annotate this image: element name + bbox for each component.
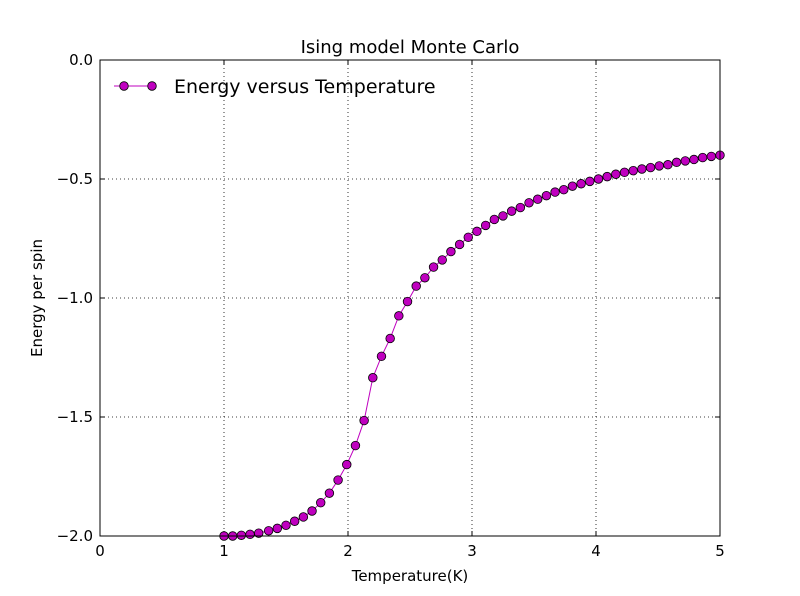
data-point bbox=[515, 202, 526, 213]
data-point bbox=[463, 232, 473, 243]
data-point bbox=[411, 281, 421, 291]
x-tick-label: 5 bbox=[715, 542, 725, 560]
legend-label: Energy versus Temperature bbox=[174, 76, 436, 98]
data-point bbox=[593, 174, 604, 184]
data-point bbox=[611, 169, 621, 179]
chart-title: Ising model Monte Carlo bbox=[301, 37, 520, 58]
data-point bbox=[359, 415, 369, 426]
data-point bbox=[541, 190, 552, 201]
data-point bbox=[236, 530, 247, 540]
data-point bbox=[498, 211, 508, 221]
data-point bbox=[289, 516, 300, 526]
y-tick-label: −1.0 bbox=[57, 289, 93, 307]
data-point bbox=[437, 255, 447, 265]
data-point bbox=[576, 179, 586, 189]
data-point bbox=[394, 311, 404, 321]
data-point bbox=[472, 226, 482, 237]
legend-marker bbox=[119, 81, 129, 91]
x-tick-label: 4 bbox=[591, 542, 601, 560]
data-point bbox=[316, 497, 326, 508]
legend: Energy versus Temperature bbox=[114, 76, 436, 98]
series-group bbox=[219, 150, 725, 541]
data-point bbox=[272, 523, 283, 534]
data-point bbox=[368, 373, 378, 383]
x-tick-label: 3 bbox=[467, 542, 477, 560]
data-point bbox=[385, 333, 395, 344]
data-point bbox=[524, 198, 534, 208]
data-point bbox=[689, 154, 699, 165]
data-point bbox=[645, 162, 656, 173]
data-point bbox=[333, 475, 343, 485]
y-tick-label: −1.5 bbox=[57, 408, 93, 426]
data-point bbox=[263, 526, 274, 536]
data-point bbox=[697, 152, 708, 163]
data-point bbox=[420, 273, 430, 283]
y-tick-label: −0.5 bbox=[57, 170, 93, 188]
x-axis-label: Temperature(K) bbox=[351, 567, 469, 585]
y-tick-label: 0.0 bbox=[69, 51, 93, 69]
data-point bbox=[671, 157, 682, 168]
data-point bbox=[376, 351, 387, 362]
data-point bbox=[567, 181, 578, 191]
data-point bbox=[307, 506, 317, 516]
y-tick-label: −2.0 bbox=[57, 527, 93, 545]
x-tick-label: 1 bbox=[219, 542, 229, 560]
data-point bbox=[402, 296, 413, 307]
data-point bbox=[324, 488, 335, 498]
data-point bbox=[298, 512, 309, 522]
data-point bbox=[550, 187, 560, 197]
data-point bbox=[637, 164, 647, 174]
data-point bbox=[480, 220, 491, 231]
legend-marker bbox=[147, 81, 157, 91]
data-point bbox=[342, 459, 352, 470]
data-point bbox=[533, 194, 543, 204]
data-point bbox=[706, 151, 717, 162]
data-point bbox=[454, 239, 465, 250]
data-point bbox=[628, 165, 638, 176]
x-tick-label: 0 bbox=[95, 542, 105, 560]
data-point bbox=[654, 161, 664, 171]
plot-frame bbox=[99, 59, 721, 537]
data-point bbox=[428, 262, 439, 272]
data-point bbox=[245, 529, 255, 540]
data-point bbox=[489, 214, 500, 225]
tick-labels: 0 1 2 3 4 5 0.0 −0.5 −1.0 −1.5 −2.0 bbox=[57, 51, 725, 560]
data-point bbox=[602, 171, 612, 182]
data-point bbox=[350, 440, 361, 451]
grid bbox=[100, 60, 720, 536]
data-point bbox=[506, 206, 517, 216]
y-axis-label: Energy per spin bbox=[28, 239, 46, 357]
data-point bbox=[281, 520, 291, 530]
data-point bbox=[680, 156, 690, 166]
data-point bbox=[585, 176, 595, 187]
data-point bbox=[254, 528, 264, 538]
data-point bbox=[559, 185, 569, 195]
x-tick-label: 2 bbox=[343, 542, 353, 560]
data-point bbox=[446, 246, 456, 257]
data-point bbox=[663, 160, 673, 170]
data-point bbox=[619, 167, 630, 178]
